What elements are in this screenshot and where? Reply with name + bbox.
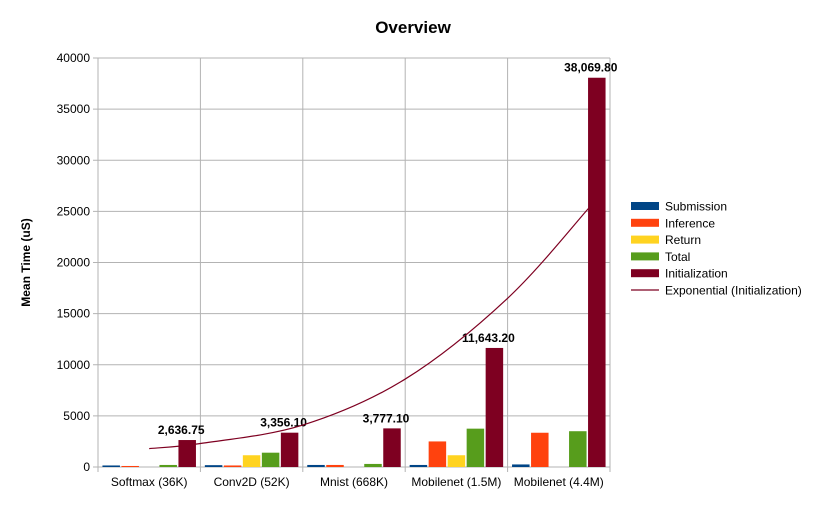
data-label: 38,069.80 <box>564 61 618 75</box>
bar-initialization <box>588 77 606 467</box>
bar-inference <box>326 464 344 467</box>
bar-total <box>159 464 177 467</box>
legend-label: Total <box>665 250 690 264</box>
data-label: 3,777.10 <box>363 411 410 425</box>
trendline <box>149 206 590 450</box>
y-tick-label: 25000 <box>57 204 91 218</box>
x-tick-label: Conv2D (52K) <box>214 475 290 489</box>
bar-submission <box>307 464 325 467</box>
bar-initialization <box>383 428 401 467</box>
legend-label: Initialization <box>665 267 728 281</box>
bar-initialization <box>280 432 299 467</box>
bar-total <box>569 431 587 467</box>
chart-title: Overview <box>375 18 451 37</box>
legend-label: Exponential (Initialization) <box>665 284 802 298</box>
bar-return <box>242 455 261 467</box>
x-tick-label: Mobilenet (1.5M) <box>411 475 501 489</box>
y-tick-label: 30000 <box>57 153 91 167</box>
legend-swatch-return <box>631 235 659 244</box>
bar-submission <box>102 465 120 467</box>
x-tick-label: Mobilenet (4.4M) <box>514 475 604 489</box>
bar-submission <box>512 464 530 467</box>
x-tick-label: Softmax (36K) <box>111 475 188 489</box>
data-label: 11,643.20 <box>462 331 515 345</box>
x-tick-label: Mnist (668K) <box>320 475 388 489</box>
bar-initialization <box>485 347 504 467</box>
data-label: 2,636.75 <box>158 423 205 437</box>
y-tick-label: 40000 <box>57 51 91 65</box>
bar-initialization <box>178 440 196 467</box>
legend-label: Inference <box>665 216 715 230</box>
legend-swatch-initialization <box>631 269 659 278</box>
y-tick-label: 35000 <box>57 102 91 116</box>
bar-total <box>261 452 280 467</box>
data-label: 3,356.10 <box>260 416 307 430</box>
bar-total <box>364 463 382 467</box>
bar-inference <box>223 465 242 467</box>
bar-inference <box>531 432 549 467</box>
legend-swatch-submission <box>631 202 659 210</box>
bar-inference <box>428 441 447 467</box>
y-tick-label: 15000 <box>57 307 91 321</box>
legend-swatch-inference <box>631 218 659 227</box>
y-tick-label: 0 <box>83 460 90 474</box>
y-tick-label: 10000 <box>57 358 91 372</box>
bar-submission <box>409 464 428 467</box>
y-tick-label: 5000 <box>63 409 90 423</box>
bar-total <box>466 428 485 467</box>
y-axis-label: Mean Time (uS) <box>19 218 33 306</box>
bar-inference <box>121 465 139 467</box>
y-tick-label: 20000 <box>57 256 91 270</box>
bar-return <box>447 455 466 467</box>
legend-label: Submission <box>665 200 727 214</box>
legend-swatch-total <box>631 252 659 261</box>
legend-label: Return <box>665 233 701 247</box>
bar-submission <box>204 465 223 467</box>
